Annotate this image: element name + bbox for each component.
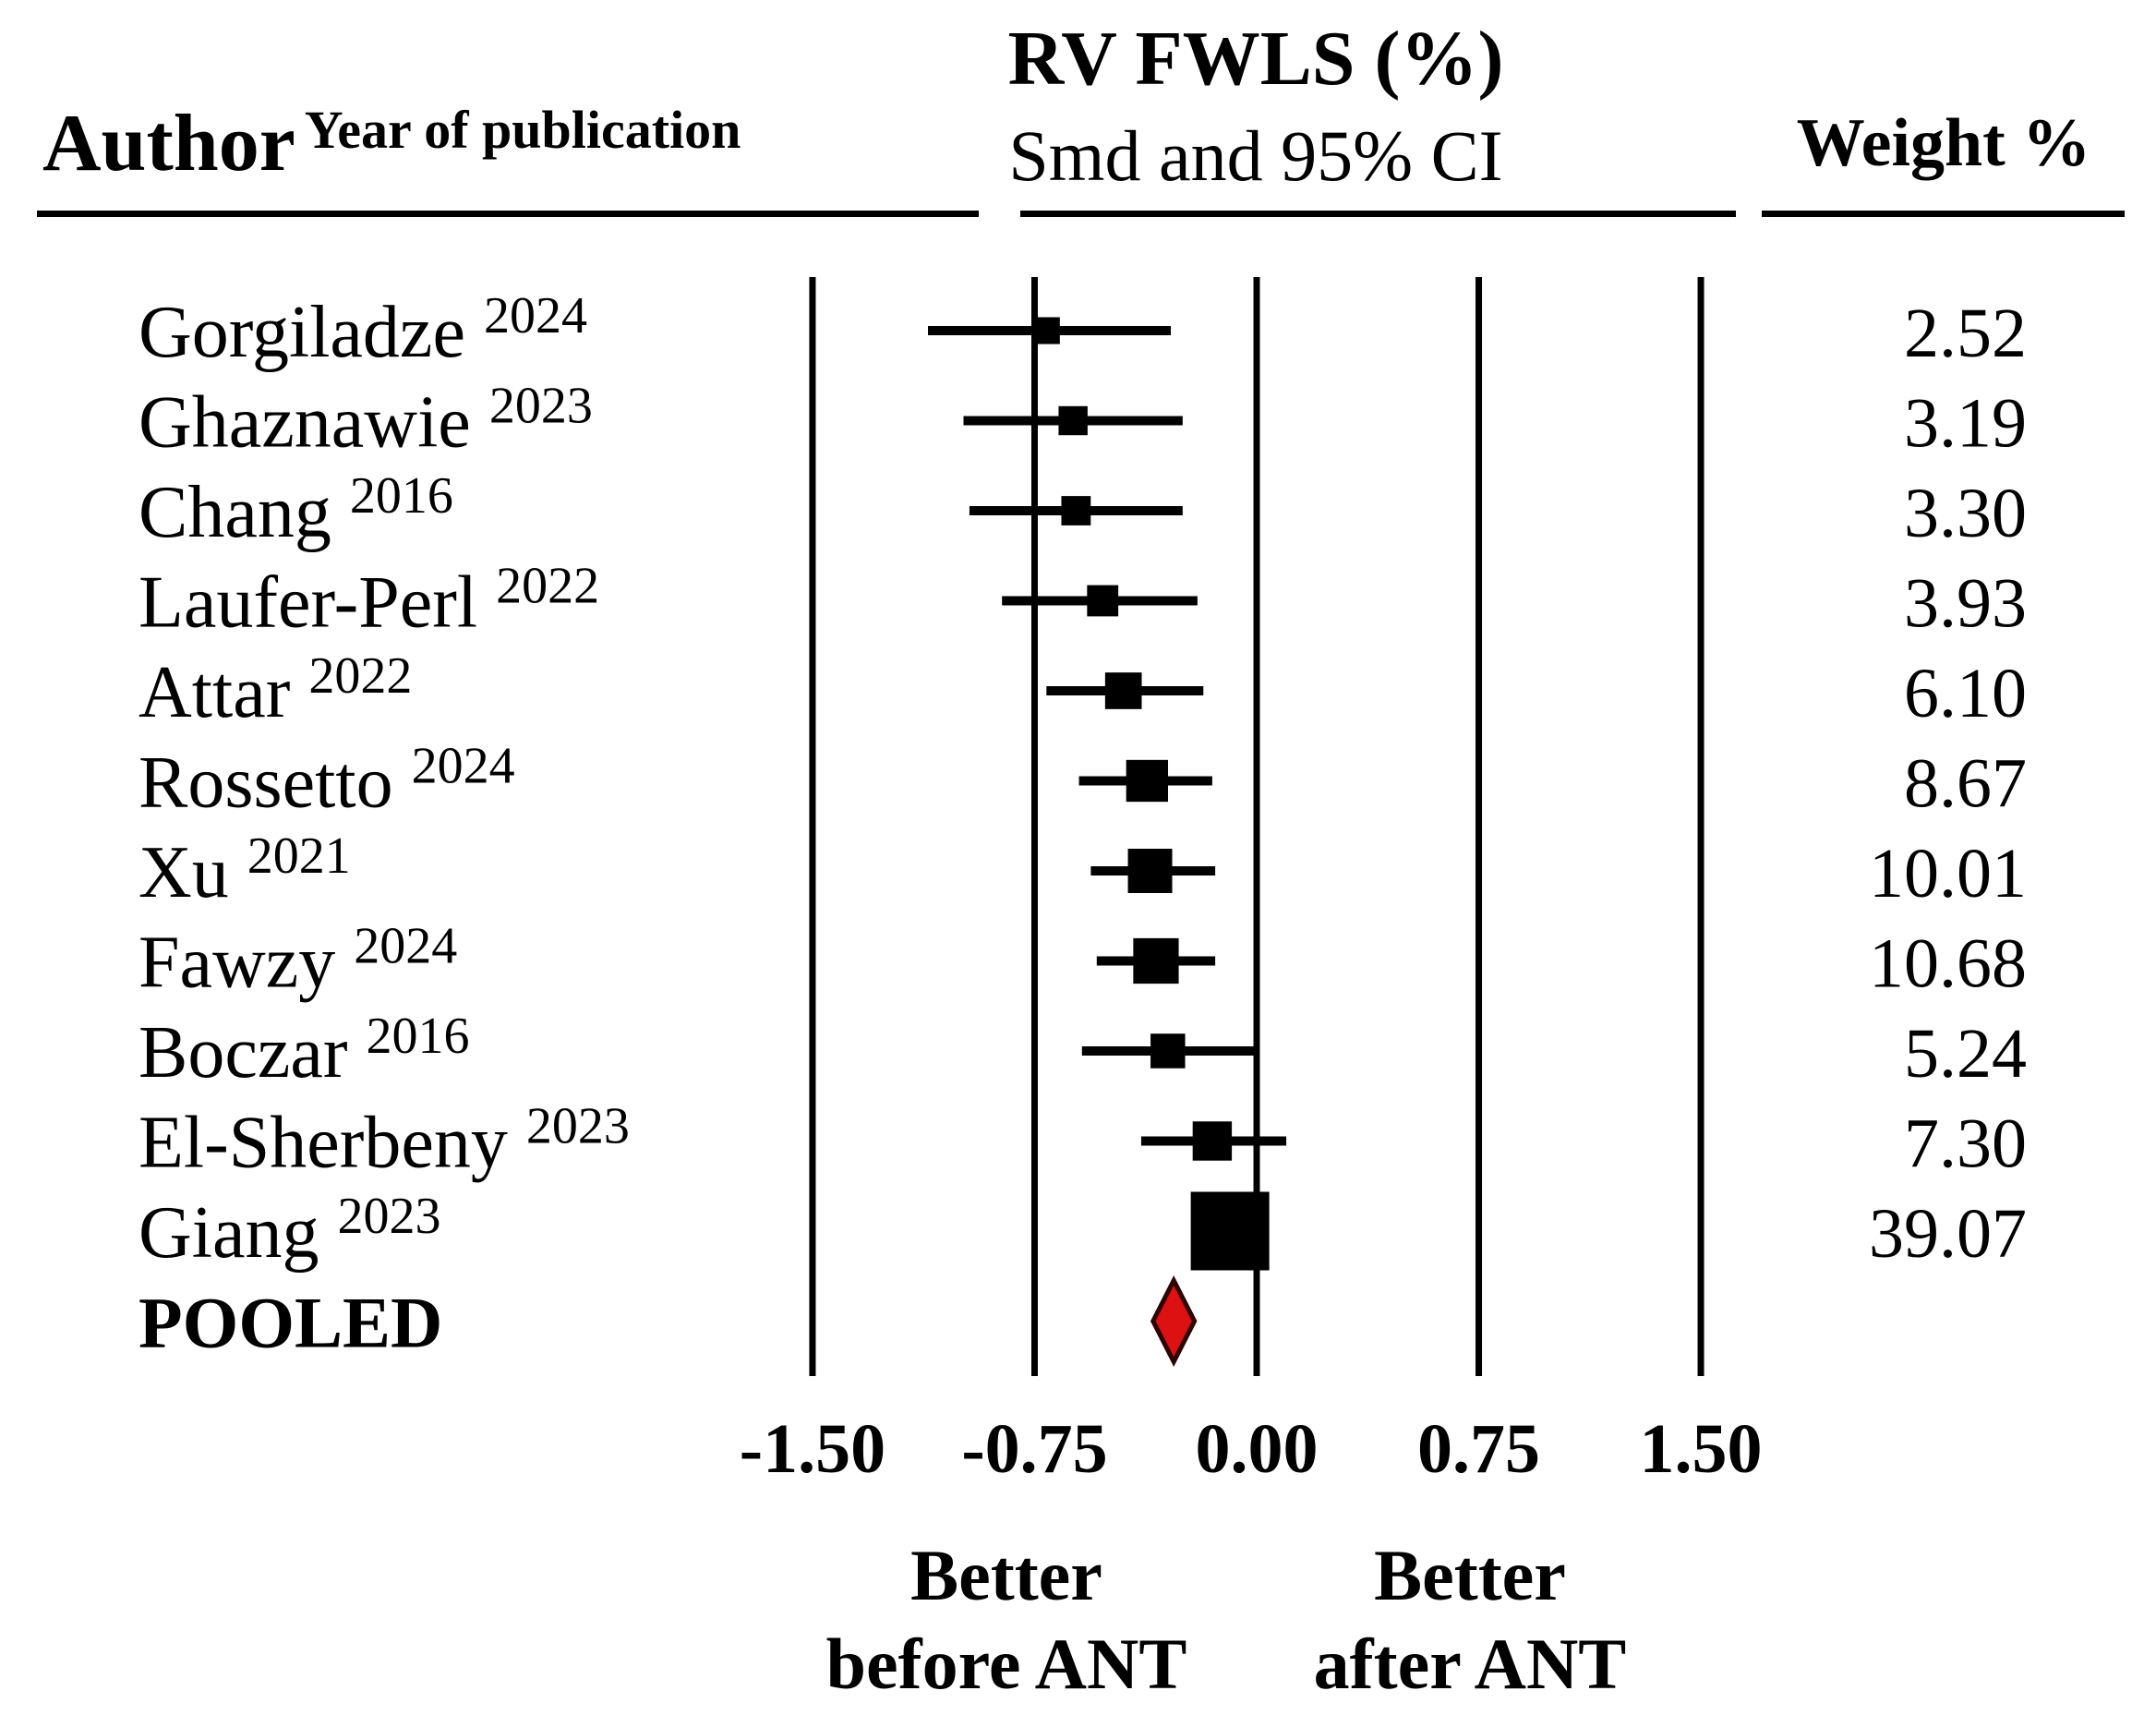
weight-value: 10.01: [1869, 835, 2027, 912]
year-of-publication-header-label: Year of publication: [304, 100, 741, 160]
column-header-author: Author Year of publication: [42, 103, 741, 185]
plot-title-block: RV FWLS (%) Smd and 95% CI: [766, 20, 1745, 192]
plot-subtitle: Smd and 95% CI: [1008, 115, 1503, 196]
weight-value: 6.10: [1904, 655, 2027, 732]
effect-square-Laufer-Perl: [1087, 585, 1119, 617]
study-year-superscript: 2016: [350, 467, 453, 525]
study-author-label: Fawzy 2024: [139, 918, 457, 1004]
study-year-superscript: 2023: [338, 1188, 441, 1245]
plot-header-rule: [1020, 211, 1736, 217]
effect-square-Fawzy: [1133, 937, 1179, 984]
study-year-superscript: 2024: [354, 918, 457, 975]
study-year-superscript: 2022: [496, 558, 599, 615]
study-author-label: Attar 2022: [139, 647, 412, 733]
effect-square-Giang: [1190, 1191, 1270, 1271]
direction-label-right-line2: after ANT: [1314, 1624, 1627, 1704]
study-year-superscript: 2022: [308, 647, 412, 705]
study-author-label: Ghaznawie 2023: [139, 378, 593, 464]
study-author-label: Giang 2023: [139, 1188, 441, 1274]
direction-label-right-line1: Better: [1374, 1535, 1566, 1615]
study-year-superscript: 2024: [484, 287, 587, 344]
study-author-label: Boczar 2016: [139, 1008, 470, 1093]
axis-gridline--1.50: [809, 277, 816, 1376]
study-author-label: El-Sherbeny 2023: [139, 1098, 630, 1184]
axis-gridline--0.75: [1030, 277, 1038, 1376]
axis-gridline-1.50: [1697, 277, 1704, 1376]
pooled-label: POOLED: [139, 1283, 442, 1363]
weight-value: 7.30: [1904, 1105, 2027, 1183]
effect-square-Attar: [1104, 672, 1142, 709]
weight-value: 8.67: [1904, 745, 2027, 823]
direction-label-left-line1: Better: [910, 1535, 1102, 1615]
study-year-superscript: 2023: [526, 1098, 630, 1155]
author-header-label: Author: [42, 99, 295, 188]
study-year-superscript: 2023: [489, 378, 593, 435]
effect-square-Boczar: [1150, 1033, 1186, 1069]
effect-square-Gorgiladze: [1032, 317, 1060, 344]
weight-value: 3.30: [1904, 475, 2027, 552]
axis-tick-label-1.50: 1.50: [1640, 1410, 1763, 1488]
effect-square-Xu: [1127, 849, 1173, 893]
column-header-weight: Weight %: [1796, 105, 2091, 181]
study-author-label: Xu 2021: [139, 827, 351, 913]
study-year-superscript: 2021: [247, 827, 351, 885]
weight-value: 39.07: [1869, 1195, 2027, 1273]
axis-tick-label-0.75: 0.75: [1417, 1410, 1540, 1488]
effect-square-Rossetto: [1126, 759, 1169, 803]
axis-gridline-0.75: [1475, 277, 1483, 1376]
weight-header-rule: [1762, 211, 2125, 217]
weight-value: 3.93: [1904, 565, 2027, 643]
author-header-rule: [37, 211, 979, 217]
effect-square-Ghaznawie: [1058, 405, 1088, 436]
axis-tick-label--1.50: -1.50: [740, 1410, 885, 1488]
weight-value: 5.24: [1904, 1015, 2027, 1093]
weight-value: 3.19: [1904, 385, 2027, 463]
study-author-label: Chang 2016: [139, 467, 453, 553]
weight-value: 10.68: [1869, 925, 2027, 1003]
study-author-label: Rossetto 2024: [139, 738, 515, 824]
pooled-diamond: [1150, 1274, 1198, 1368]
axis-tick-label-0.00: 0.00: [1196, 1410, 1319, 1488]
axis-gridline-0.00: [1253, 277, 1260, 1376]
axis-tick-label--0.75: -0.75: [961, 1410, 1107, 1488]
effect-square-El-Sherbeny: [1192, 1121, 1233, 1161]
study-year-superscript: 2016: [367, 1008, 470, 1065]
study-year-superscript: 2024: [412, 738, 515, 795]
direction-label-left-line2: before ANT: [826, 1624, 1187, 1704]
weight-value: 2.52: [1904, 295, 2027, 372]
study-author-label: Gorgiladze 2024: [139, 287, 587, 373]
study-author-label: Laufer-Perl 2022: [139, 558, 599, 644]
plot-title: RV FWLS (%): [1007, 16, 1504, 102]
effect-square-Chang: [1061, 496, 1091, 525]
